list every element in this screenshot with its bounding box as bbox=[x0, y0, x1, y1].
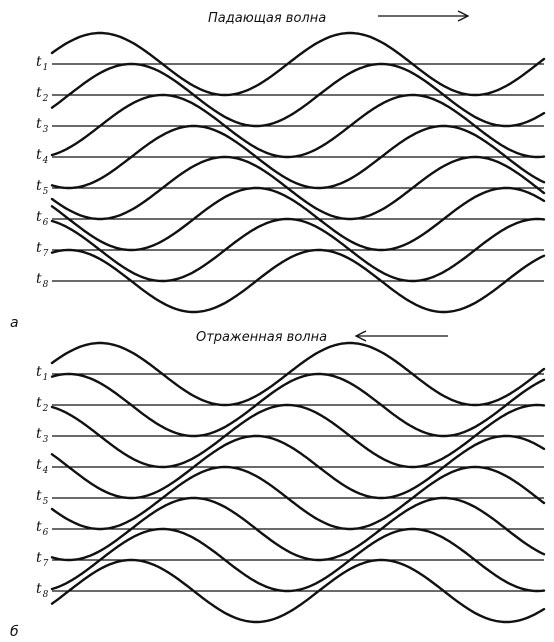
wave-t3 bbox=[50, 93, 546, 159]
wave-t4 bbox=[50, 434, 546, 500]
panel-a-letter: а bbox=[10, 315, 19, 331]
wave-t6 bbox=[50, 496, 546, 562]
wave-t2 bbox=[50, 62, 546, 128]
time-label-t5: t5 bbox=[36, 178, 49, 197]
wave-t7 bbox=[50, 527, 546, 593]
time-label-t7: t7 bbox=[36, 550, 49, 569]
panel-b-letter: б bbox=[10, 624, 19, 640]
panel-b-title: Отраженная волна bbox=[196, 330, 327, 345]
wave-t8 bbox=[50, 248, 546, 314]
time-label-t3: t3 bbox=[36, 116, 49, 135]
time-label-t2: t2 bbox=[36, 395, 49, 414]
wave-t2 bbox=[50, 372, 546, 438]
arrow-right-icon bbox=[378, 10, 470, 22]
time-label-t1: t1 bbox=[36, 54, 48, 73]
time-label-t2: t2 bbox=[36, 85, 49, 104]
wave-t3 bbox=[50, 403, 546, 469]
wave-t1 bbox=[50, 341, 546, 407]
wave-t6 bbox=[50, 186, 546, 252]
wave-t8 bbox=[50, 558, 546, 624]
time-label-t6: t6 bbox=[36, 209, 49, 228]
time-label-t4: t4 bbox=[36, 457, 49, 476]
time-label-t5: t5 bbox=[36, 488, 49, 507]
time-label-t1: t1 bbox=[36, 364, 48, 383]
time-label-t7: t7 bbox=[36, 240, 49, 259]
time-label-t8: t8 bbox=[36, 271, 49, 290]
wave-t4 bbox=[50, 124, 546, 190]
wave-t5 bbox=[50, 155, 546, 221]
time-label-t4: t4 bbox=[36, 147, 49, 166]
time-label-t3: t3 bbox=[36, 426, 49, 445]
time-label-t6: t6 bbox=[36, 519, 49, 538]
time-label-t8: t8 bbox=[36, 581, 49, 600]
panel-a-title: Падающая волна bbox=[208, 11, 326, 26]
arrow-left-icon bbox=[354, 330, 448, 342]
wave-t1 bbox=[50, 31, 546, 97]
wave-t7 bbox=[50, 217, 546, 283]
wave-t5 bbox=[50, 465, 546, 531]
panel-reflected-wave: Отраженная волна t1 t2 t3 t4 t5 t6 t7 t8 б bbox=[10, 330, 546, 640]
panel-incident-wave: Падающая волна t1 t2 t3 t4 t5 t6 t7 t8 а bbox=[10, 10, 546, 331]
